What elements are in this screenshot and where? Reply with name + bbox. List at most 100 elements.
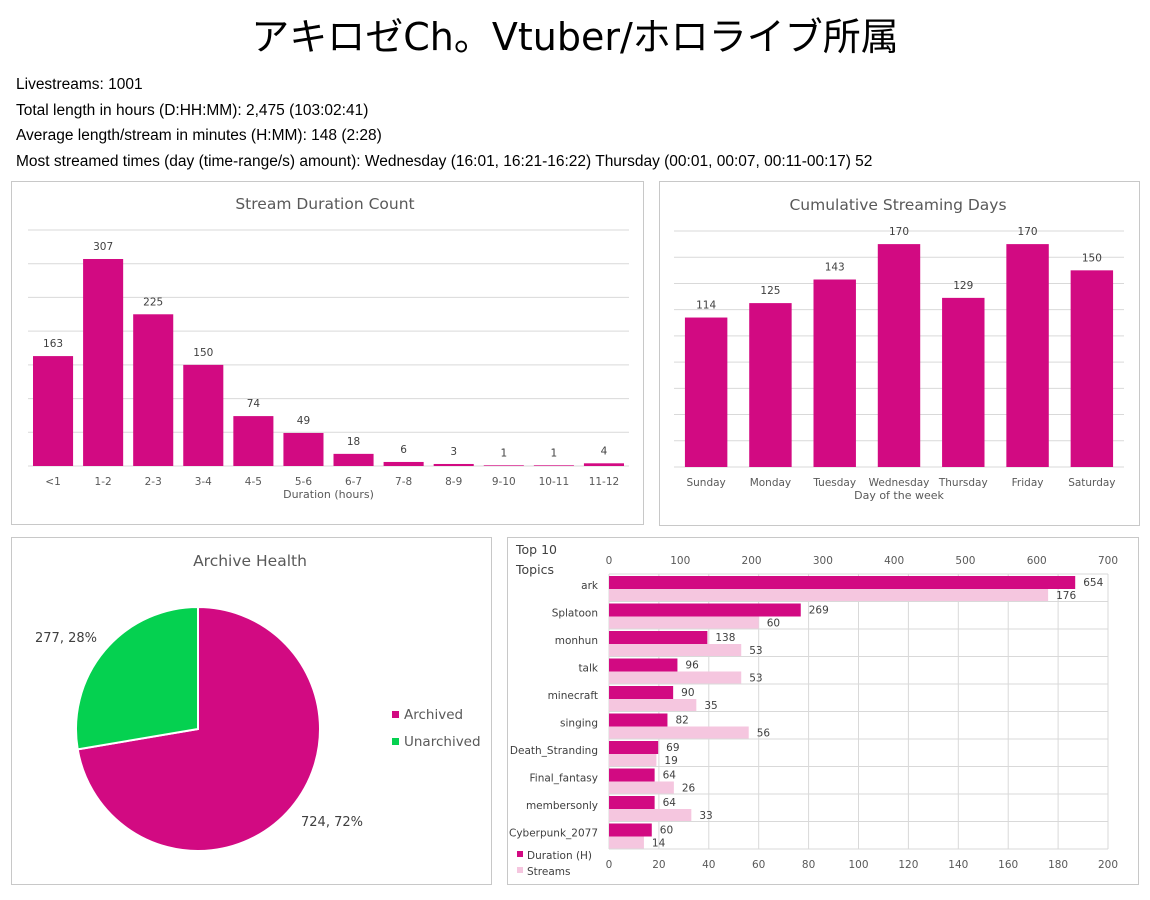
legend-label: Unarchived [404,734,481,750]
x-tick-label: <1 [45,476,60,488]
pie-data-label: 277, 28% [35,631,97,646]
duration-data-label: 96 [685,660,699,672]
streams-data-label: 53 [749,673,762,685]
data-label: 18 [347,436,360,448]
stats-block: Livestreams: 1001 Total length in hours … [16,72,872,174]
legend-swatch [517,851,523,857]
legend-label: Streams [527,866,570,878]
archive-health-chart: Archive Health 724, 72% 277, 28% Archived Un… [35,552,481,852]
category-label: membersonly [526,800,598,812]
bar [1070,270,1114,467]
stat-total-length: Total length in hours (D:HH:MM): 2,475 (… [16,101,369,119]
streams-data-label: 26 [682,783,696,795]
bar [877,244,921,467]
streams-data-label: 35 [704,700,717,712]
top-axis-tick-label: 200 [742,555,762,567]
data-label: 143 [825,262,845,274]
streams-data-label: 19 [664,755,677,767]
data-label: 150 [1082,252,1102,264]
x-tick-label: 9-10 [492,476,516,488]
x-tick-label: Tuesday [812,477,856,489]
bottom-axis-tick-label: 0 [606,859,613,871]
duration-count-chart-panel: Stream Duration Count 163 <1 307 1-2 225 2-3 15… [11,181,644,525]
duration-bar [609,713,668,727]
data-label: 125 [760,285,780,297]
data-label: 307 [93,241,113,253]
bar [942,297,985,467]
streams-data-label: 14 [652,838,666,850]
bottom-axis-tick-label: 160 [998,859,1018,871]
legend-label: Duration (H) [527,850,592,862]
x-tick-label: 3-4 [195,476,212,488]
category-label: minecraft [548,690,598,702]
streams-data-label: 56 [757,728,771,740]
bar [433,463,474,466]
streaming-days-chart: Cumulative Streaming Days 114 Sunday 125 Mon… [674,196,1124,502]
bar [233,416,274,466]
bottom-axis-tick-label: 40 [702,859,715,871]
x-tick-label: Monday [750,477,791,489]
duration-data-label: 90 [681,687,694,699]
data-label: 74 [247,398,261,410]
bar [333,453,374,466]
x-tick-label: 7-8 [395,476,412,488]
streams-bar [609,589,1049,601]
top-axis-tick-label: 300 [813,555,833,567]
streams-bar [609,671,742,684]
x-tick-label: 5-6 [295,476,312,488]
bar [133,314,174,466]
streams-bar [609,616,759,629]
chart-title: Archive Health [193,552,307,570]
pie-data-label: 724, 72% [301,815,363,830]
data-label: 225 [143,296,163,308]
duration-bar [609,741,659,754]
duration-data-label: 654 [1083,577,1103,589]
top-topics-chart: Top 10 Topics 0 20 40 60 80 100 120 140 160 180 200 0… [509,542,1118,878]
streams-bar [609,754,657,766]
category-label: ark [581,580,599,592]
data-label: 6 [400,444,407,456]
x-axis-label: Duration (hours) [283,488,374,501]
data-label: 114 [696,300,716,312]
streams-data-label: 60 [767,618,780,630]
bar [684,317,728,467]
category-label: Splatoon [552,608,598,620]
pie-slice [75,605,199,751]
duration-data-label: 60 [660,825,673,837]
bar [83,258,124,466]
x-tick-label: 2-3 [145,476,162,488]
category-label: talk [578,663,598,675]
x-tick-label: Sunday [686,477,725,489]
stat-livestreams: Livestreams: 1001 [16,76,143,93]
chart-title: Cumulative Streaming Days [789,196,1006,214]
page-title: アキロゼCh。Vtuber/ホロライブ所属 [251,15,899,59]
category-label: Cyberpunk_2077 [509,828,598,840]
chart-title: Topics [515,562,554,577]
legend-swatch [392,711,399,718]
duration-bar [609,658,678,672]
duration-bar [609,603,801,617]
data-label: 1 [551,447,558,459]
x-tick-label: Wednesday [869,477,930,489]
duration-data-label: 138 [715,632,735,644]
duration-data-label: 69 [666,742,679,754]
data-label: 3 [450,446,457,458]
top-axis-tick-label: 500 [955,555,975,567]
streams-bar [609,781,674,794]
category-label: Final_fantasy [530,773,598,785]
x-tick-label: Saturday [1068,477,1115,489]
data-label: 1 [500,447,507,459]
duration-count-chart: Stream Duration Count163<13071-22252-315… [28,195,629,501]
x-tick-label: 6-7 [345,476,362,488]
bar [483,465,524,466]
streams-data-label: 33 [699,810,712,822]
x-tick-label: 10-11 [539,476,570,488]
streams-data-label: 53 [749,645,762,657]
duration-bar [609,823,652,837]
duration-bar [609,768,655,782]
x-tick-label: Friday [1012,477,1044,489]
x-tick-label: 4-5 [245,476,262,488]
data-label: 129 [953,280,973,292]
data-label: 49 [297,415,310,427]
bar [33,356,74,466]
